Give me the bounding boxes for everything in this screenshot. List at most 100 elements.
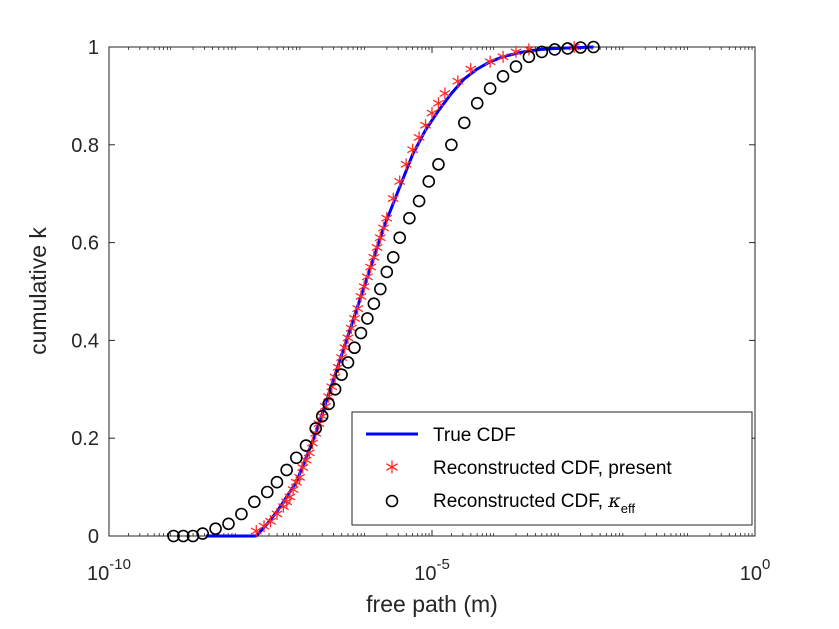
data-point-present [433,97,444,110]
x-axis-title: free path (m) [366,591,498,617]
data-point-keff [270,475,284,489]
data-point-present [407,143,419,156]
data-point-keff [196,527,209,540]
data-point-keff [432,158,445,171]
legend-label-true-cdf: True CDF [433,425,516,446]
data-point-present [400,158,412,171]
data-point-keff [309,422,323,435]
x-tick-label-base: 10 [740,563,762,585]
data-point-keff [380,265,394,279]
legend-asterisk-glyph [386,460,398,474]
data-point-present [349,312,360,325]
data-point-present [374,231,386,244]
y-tick-label-5: 1 [88,37,99,59]
data-point-keff [167,529,180,543]
data-point-keff [386,250,400,264]
data-point-keff [222,517,235,531]
x-tick-label-exponent: -10 [109,556,131,573]
data-point-keff [322,397,335,411]
legend-label-keff: Reconstructed CDF, κeff [433,490,635,516]
data-point-keff [354,326,368,340]
data-point-keff [260,485,274,499]
data-point-present [426,106,438,120]
data-point-present [371,241,383,254]
legend-eff-subscript: eff [621,501,636,516]
data-point-present [358,280,370,293]
y-tick-label-3: 0.6 [71,233,99,255]
data-point-keff [574,41,587,54]
data-point-present [568,40,580,54]
data-point-keff [496,70,510,83]
data-point-keff [548,43,562,56]
data-point-keff [290,451,303,465]
y-tick-label-2: 0.4 [71,330,99,352]
x-tick-label-2: 100 [740,556,771,585]
data-point-keff [457,116,471,130]
x-tick-label-0: 10-10 [87,556,131,585]
data-point-keff [328,382,342,396]
x-tick-label-exponent: 0 [762,556,770,573]
data-point-keff [374,282,387,296]
data-point-keff [445,138,458,152]
legend-circle-marker [385,494,399,508]
data-point-keff [393,231,407,245]
y-axis-title: cumulative k [25,227,51,355]
data-point-present [294,471,305,484]
data-point-present [342,331,354,345]
data-point-keff [522,50,536,64]
data-point-keff [422,175,436,188]
data-point-present [413,131,425,144]
legend: True CDF Reconstructed CDF, present Reco… [351,411,753,526]
data-point-present [523,43,535,56]
x-tick-label-exponent: -5 [436,556,449,573]
data-point-keff [341,356,355,369]
data-point-present [326,380,338,394]
data-point-keff [299,439,313,452]
data-point-keff [348,341,361,355]
x-tick-label-base: 10 [414,563,436,585]
legend-asterisk-marker [386,460,398,474]
data-point-keff [367,297,381,311]
data-point-present [497,50,509,63]
y-tick-label-1: 0.2 [71,428,99,450]
data-point-present [316,410,328,423]
data-point-keff [587,40,600,54]
data-point-present [345,322,357,335]
data-point-present [361,270,373,283]
x-tick-label-base: 10 [87,563,109,585]
data-point-present [258,520,270,533]
data-point-present [365,260,377,274]
data-point-keff [209,522,222,535]
data-point-keff [470,96,484,110]
data-point-keff [535,45,549,59]
data-point-keff [361,312,374,325]
data-point-present [336,351,347,364]
data-point-present [387,192,399,205]
data-point-present [368,251,380,264]
data-point-keff [403,211,416,225]
data-point-keff [335,368,348,381]
legend-kappa-symbol: κ [607,490,621,512]
data-point-present [378,221,389,235]
y-tick-label-0: 0 [88,526,99,548]
data-point-keff [561,42,574,55]
data-point-keff [235,507,248,521]
data-point-present [265,515,276,528]
data-point-present [323,390,335,403]
x-tick-label-1: 10-5 [414,556,450,585]
data-point-present [439,87,451,100]
data-point-keff [248,495,261,509]
series-layer [167,40,600,543]
legend-box [351,411,753,526]
data-point-present [381,211,393,225]
data-point-present [319,400,331,413]
data-point-keff [509,60,523,73]
data-point-present [339,341,351,354]
data-point-keff [280,463,293,477]
data-point-keff [483,82,497,95]
data-point-present [452,75,464,88]
data-point-present [394,175,406,188]
data-point-present [355,290,367,303]
